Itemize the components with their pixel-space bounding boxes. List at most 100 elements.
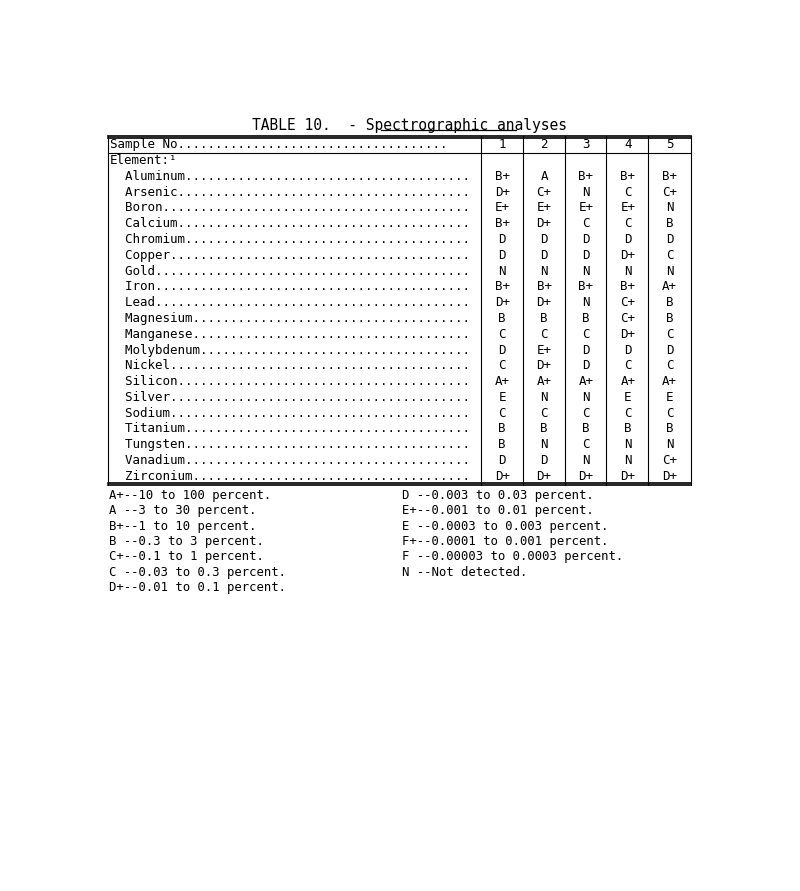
Text: Arsenic.......................................: Arsenic.................................… bbox=[110, 185, 470, 199]
Text: C: C bbox=[624, 185, 631, 199]
Text: B: B bbox=[666, 422, 674, 436]
Text: B: B bbox=[540, 312, 548, 325]
Text: D: D bbox=[498, 454, 506, 467]
Text: E --0.0003 to 0.003 percent.: E --0.0003 to 0.003 percent. bbox=[402, 519, 609, 533]
Text: E: E bbox=[666, 391, 674, 404]
Text: D+: D+ bbox=[620, 328, 635, 340]
Text: D: D bbox=[624, 233, 631, 246]
Text: E+: E+ bbox=[537, 344, 551, 356]
Text: Sodium........................................: Sodium..................................… bbox=[110, 406, 470, 420]
Text: B+: B+ bbox=[578, 281, 594, 293]
Text: N: N bbox=[582, 391, 590, 404]
Text: A+: A+ bbox=[662, 375, 677, 388]
Text: C: C bbox=[582, 406, 590, 420]
Text: 5: 5 bbox=[666, 138, 674, 151]
Text: Boron.........................................: Boron...................................… bbox=[110, 201, 470, 215]
Text: C: C bbox=[498, 328, 506, 340]
Text: Sample No....................................: Sample No...............................… bbox=[110, 138, 447, 151]
Text: C+--0.1 to 1 percent.: C+--0.1 to 1 percent. bbox=[110, 551, 264, 563]
Text: B: B bbox=[582, 422, 590, 436]
Text: N: N bbox=[582, 454, 590, 467]
Text: B+: B+ bbox=[620, 170, 635, 183]
Text: N --Not detected.: N --Not detected. bbox=[402, 566, 528, 579]
Text: N: N bbox=[624, 454, 631, 467]
Text: N: N bbox=[666, 201, 674, 215]
Text: B+--1 to 10 percent.: B+--1 to 10 percent. bbox=[110, 519, 257, 533]
Text: B+: B+ bbox=[494, 170, 510, 183]
Text: N: N bbox=[582, 185, 590, 199]
Text: D+: D+ bbox=[578, 470, 594, 483]
Text: Aluminum......................................: Aluminum................................… bbox=[110, 170, 470, 183]
Text: D: D bbox=[498, 249, 506, 262]
Text: D+: D+ bbox=[662, 470, 677, 483]
Text: C+: C+ bbox=[537, 185, 551, 199]
Text: C: C bbox=[540, 328, 548, 340]
Text: D: D bbox=[540, 233, 548, 246]
Text: D+: D+ bbox=[537, 359, 551, 372]
Text: C: C bbox=[666, 328, 674, 340]
Text: C: C bbox=[582, 217, 590, 230]
Text: B: B bbox=[498, 438, 506, 451]
Text: Iron..........................................: Iron....................................… bbox=[110, 281, 470, 293]
Text: N: N bbox=[666, 438, 674, 451]
Text: A+: A+ bbox=[620, 375, 635, 388]
Text: B --0.3 to 3 percent.: B --0.3 to 3 percent. bbox=[110, 535, 264, 548]
Text: D: D bbox=[498, 233, 506, 246]
Text: B: B bbox=[666, 296, 674, 309]
Text: D+: D+ bbox=[537, 470, 551, 483]
Text: Magnesium.....................................: Magnesium...............................… bbox=[110, 312, 470, 325]
Text: N: N bbox=[666, 265, 674, 278]
Text: F+--0.0001 to 0.001 percent.: F+--0.0001 to 0.001 percent. bbox=[402, 535, 609, 548]
Text: 2: 2 bbox=[540, 138, 548, 151]
Text: 1: 1 bbox=[498, 138, 506, 151]
Text: C+: C+ bbox=[662, 454, 677, 467]
Text: B+: B+ bbox=[620, 281, 635, 293]
Text: D+: D+ bbox=[620, 470, 635, 483]
Text: D: D bbox=[582, 233, 590, 246]
Text: D: D bbox=[666, 344, 674, 356]
Text: Nickel........................................: Nickel..................................… bbox=[110, 359, 470, 372]
Text: A+: A+ bbox=[494, 375, 510, 388]
Text: N: N bbox=[540, 265, 548, 278]
Text: Tungsten......................................: Tungsten................................… bbox=[110, 438, 470, 451]
Text: 3: 3 bbox=[582, 138, 590, 151]
Text: TABLE 10.  - Spectrographic analyses: TABLE 10. - Spectrographic analyses bbox=[253, 119, 567, 134]
Text: D: D bbox=[582, 359, 590, 372]
Text: D+--0.01 to 0.1 percent.: D+--0.01 to 0.1 percent. bbox=[110, 581, 286, 594]
Text: B+: B+ bbox=[662, 170, 677, 183]
Text: N: N bbox=[498, 265, 506, 278]
Text: B: B bbox=[582, 312, 590, 325]
Text: B+: B+ bbox=[537, 281, 551, 293]
Text: A+: A+ bbox=[537, 375, 551, 388]
Text: D: D bbox=[582, 249, 590, 262]
Text: D+: D+ bbox=[620, 249, 635, 262]
Text: B: B bbox=[498, 312, 506, 325]
Text: C: C bbox=[624, 217, 631, 230]
Text: C+: C+ bbox=[620, 312, 635, 325]
Text: C: C bbox=[582, 438, 590, 451]
Text: C: C bbox=[540, 406, 548, 420]
Text: Lead..........................................: Lead....................................… bbox=[110, 296, 470, 309]
Text: D: D bbox=[540, 249, 548, 262]
Text: D+: D+ bbox=[494, 185, 510, 199]
Text: B: B bbox=[540, 422, 548, 436]
Text: C: C bbox=[498, 359, 506, 372]
Text: C: C bbox=[498, 406, 506, 420]
Text: C+: C+ bbox=[662, 185, 677, 199]
Text: N: N bbox=[624, 265, 631, 278]
Text: Gold..........................................: Gold....................................… bbox=[110, 265, 470, 278]
Text: Titanium......................................: Titanium................................… bbox=[110, 422, 470, 436]
Text: F --0.00003 to 0.0003 percent.: F --0.00003 to 0.0003 percent. bbox=[402, 551, 623, 563]
Text: B: B bbox=[498, 422, 506, 436]
Text: B+: B+ bbox=[494, 217, 510, 230]
Text: N: N bbox=[540, 391, 548, 404]
Text: D+: D+ bbox=[537, 296, 551, 309]
Text: B: B bbox=[666, 217, 674, 230]
Text: N: N bbox=[540, 438, 548, 451]
Text: E+: E+ bbox=[537, 201, 551, 215]
Text: Vanadium......................................: Vanadium................................… bbox=[110, 454, 470, 467]
Text: Copper........................................: Copper..................................… bbox=[110, 249, 470, 262]
Text: B+: B+ bbox=[578, 170, 594, 183]
Text: D: D bbox=[666, 233, 674, 246]
Text: D: D bbox=[498, 344, 506, 356]
